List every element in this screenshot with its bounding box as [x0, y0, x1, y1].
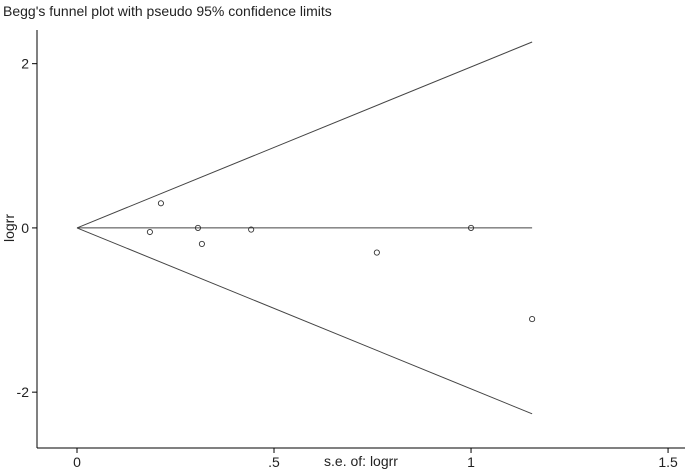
y-tick-label: -2 [17, 384, 30, 400]
y-tick-label: 0 [21, 220, 29, 236]
point [198, 240, 205, 247]
point [194, 224, 202, 231]
point [157, 200, 164, 207]
funnel-line [76, 227, 533, 415]
funnel-line [76, 41, 533, 229]
chart-title: Begg's funnel plot with pseudo 95% confi… [3, 3, 332, 19]
x-tick-label: .5 [268, 454, 280, 470]
point [529, 316, 536, 323]
x-axis-label: s.e. of: logrr [324, 453, 398, 469]
point [146, 228, 153, 236]
x-tick-label: 1 [467, 454, 475, 470]
y-axis-label: logrr [1, 214, 17, 242]
y-tick-label: 2 [21, 56, 29, 72]
point [373, 249, 380, 256]
point [248, 226, 255, 233]
point [467, 224, 475, 231]
x-tick-label: 1.5 [658, 454, 678, 470]
x-tick-label: 0 [73, 454, 81, 470]
